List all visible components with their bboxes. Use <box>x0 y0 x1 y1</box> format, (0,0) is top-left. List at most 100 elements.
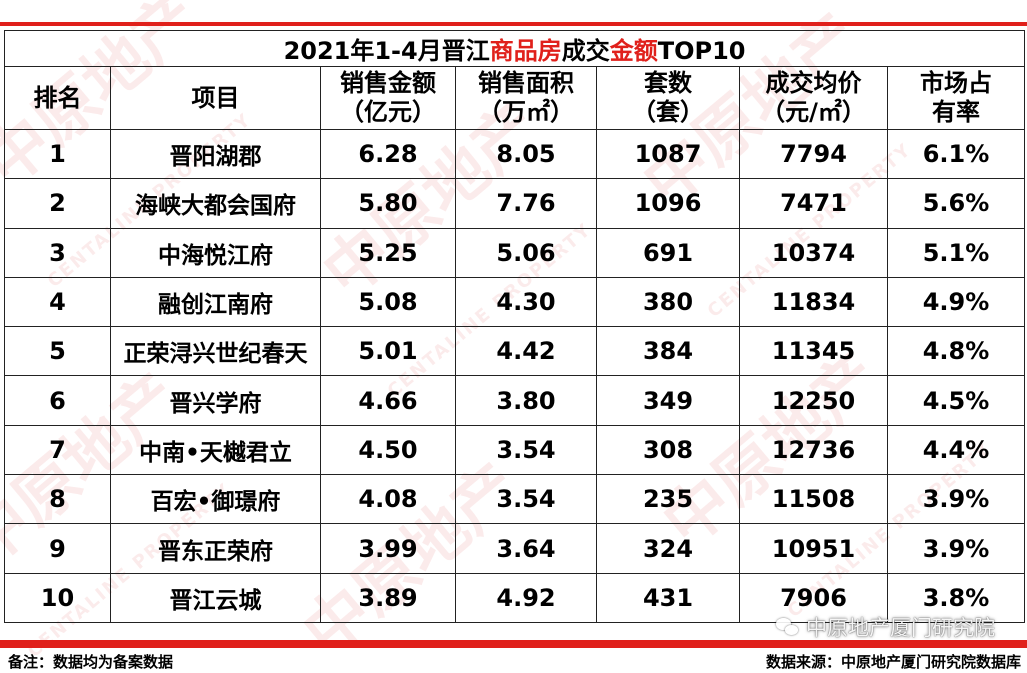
cell-share: 4.4% <box>886 424 1026 476</box>
cell-area: 7.76 <box>455 178 597 229</box>
cell-rank: 10 <box>4 572 111 623</box>
cell-project: 正荣浔兴世纪春天 <box>110 326 321 377</box>
cell-area: 8.05 <box>455 128 597 180</box>
footnote: 备注：数据均为备案数据 <box>8 653 174 671</box>
cell-units: 324 <box>596 523 740 574</box>
cell-rank: 7 <box>4 424 111 476</box>
table-title: 2021年1-4月晋江商品房成交金额TOP10 <box>3 30 1026 67</box>
cell-project: 百宏•御璟府 <box>110 474 321 525</box>
cell-units: 235 <box>596 474 740 525</box>
header-line: （元/㎡） <box>761 98 866 126</box>
bottom-accent-bar <box>0 640 1027 648</box>
cell-units: 1087 <box>596 128 740 180</box>
cell-units: 308 <box>596 424 740 476</box>
cell-project: 融创江南府 <box>110 276 321 328</box>
cell-share: 5.1% <box>886 227 1026 278</box>
cell-amount: 3.89 <box>320 572 456 623</box>
cell-price: 10374 <box>739 227 888 278</box>
cell-project: 晋东正荣府 <box>110 523 321 574</box>
cell-price: 12250 <box>739 375 888 426</box>
cell-area: 3.54 <box>455 424 597 476</box>
ranking-table: 2021年1-4月晋江商品房成交金额TOP10 排名 项目 销售金额 （亿元） 销… <box>3 30 1026 623</box>
table-row: 10 晋江云城 3.89 4.92 431 7906 3.8% <box>4 572 1026 623</box>
cell-amount: 5.80 <box>320 178 456 229</box>
cell-area: 3.54 <box>455 474 597 525</box>
header-sales-amount: 销售金额 （亿元） <box>320 66 456 130</box>
table-row: 2 海峡大都会国府 5.80 7.76 1096 7471 5.6% <box>4 178 1026 229</box>
cell-project: 晋江云城 <box>110 572 321 623</box>
table-row: 4 融创江南府 5.08 4.30 380 11834 4.9% <box>4 276 1026 328</box>
header-line: 有率 <box>932 98 981 126</box>
cell-units: 380 <box>596 276 740 328</box>
table-row: 1 晋阳湖郡 6.28 8.05 1087 7794 6.1% <box>4 128 1026 180</box>
header-line: 成交均价 <box>765 69 862 97</box>
header-line: 市场占 <box>920 69 993 97</box>
cell-project: 中南•天樾君立 <box>110 424 321 476</box>
header-market-share: 市场占 有率 <box>886 66 1026 130</box>
cell-units: 384 <box>596 326 740 377</box>
cell-amount: 4.08 <box>320 474 456 525</box>
header-line: （亿元） <box>340 98 436 126</box>
table-row: 5 正荣浔兴世纪春天 5.01 4.42 384 11345 4.8% <box>4 326 1026 377</box>
cell-amount: 5.08 <box>320 276 456 328</box>
cell-amount: 6.28 <box>320 128 456 180</box>
wechat-icon <box>776 617 800 637</box>
cell-area: 4.30 <box>455 276 597 328</box>
table-row: 9 晋东正荣府 3.99 3.64 324 10951 3.9% <box>4 523 1026 574</box>
cell-area: 5.06 <box>455 227 597 278</box>
cell-rank: 8 <box>4 474 111 525</box>
cell-price: 7906 <box>739 572 888 623</box>
table-row: 8 百宏•御璟府 4.08 3.54 235 11508 3.9% <box>4 474 1026 525</box>
title-highlight: 金额 <box>609 37 658 65</box>
cell-amount: 4.50 <box>320 424 456 476</box>
cell-rank: 5 <box>4 326 111 377</box>
cell-rank: 6 <box>4 375 111 426</box>
cell-price: 12736 <box>739 424 888 476</box>
top-accent-bar <box>0 22 1027 26</box>
cell-area: 3.80 <box>455 375 597 426</box>
cell-amount: 5.01 <box>320 326 456 377</box>
wechat-account-name: 中原地产厦门研究院 <box>806 616 995 640</box>
cell-project: 晋阳湖郡 <box>110 128 321 180</box>
cell-share: 5.6% <box>886 178 1026 229</box>
cell-share: 3.8% <box>886 572 1026 623</box>
header-sales-area: 销售面积 （万㎡） <box>455 66 597 130</box>
data-source: 数据来源：中原地产厦门研究院数据库 <box>765 653 1021 671</box>
cell-price: 11508 <box>739 474 888 525</box>
cell-share: 4.5% <box>886 375 1026 426</box>
title-highlight: 商品房 <box>489 37 562 65</box>
cell-area: 4.92 <box>455 572 597 623</box>
cell-share: 4.9% <box>886 276 1026 328</box>
cell-project: 晋兴学府 <box>110 375 321 426</box>
cell-amount: 5.25 <box>320 227 456 278</box>
cell-price: 7471 <box>739 178 888 229</box>
title-part: 2021年1-4月晋江 <box>283 37 490 65</box>
header-line: 销售金额 <box>340 69 436 97</box>
header-units: 套数 （套） <box>596 66 740 130</box>
header-rank: 排名 <box>4 66 111 130</box>
cell-share: 3.9% <box>886 523 1026 574</box>
cell-rank: 4 <box>4 276 111 328</box>
cell-units: 691 <box>596 227 740 278</box>
cell-share: 4.8% <box>886 326 1026 377</box>
table-row: 7 中南•天樾君立 4.50 3.54 308 12736 4.4% <box>4 424 1026 476</box>
title-part: TOP10 <box>657 37 746 65</box>
cell-units: 431 <box>596 572 740 623</box>
header-project: 项目 <box>110 66 321 130</box>
table-row: 6 晋兴学府 4.66 3.80 349 12250 4.5% <box>4 375 1026 426</box>
header-row: 排名 项目 销售金额 （亿元） 销售面积 （万㎡） 套数 （套） 成交均价 （元/㎡） … <box>4 66 1026 130</box>
header-line: 销售面积 <box>478 69 574 97</box>
header-line: 套数 <box>644 69 692 97</box>
cell-amount: 3.99 <box>320 523 456 574</box>
cell-price: 10951 <box>739 523 888 574</box>
cell-rank: 3 <box>4 227 111 278</box>
cell-rank: 9 <box>4 523 111 574</box>
wechat-account-watermark: 中原地产厦门研究院 <box>776 612 995 642</box>
cell-share: 6.1% <box>886 128 1026 180</box>
cell-price: 11345 <box>739 326 888 377</box>
cell-price: 11834 <box>739 276 888 328</box>
cell-units: 1096 <box>596 178 740 229</box>
cell-area: 3.64 <box>455 523 597 574</box>
cell-amount: 4.66 <box>320 375 456 426</box>
header-avg-price: 成交均价 （元/㎡） <box>739 66 888 130</box>
